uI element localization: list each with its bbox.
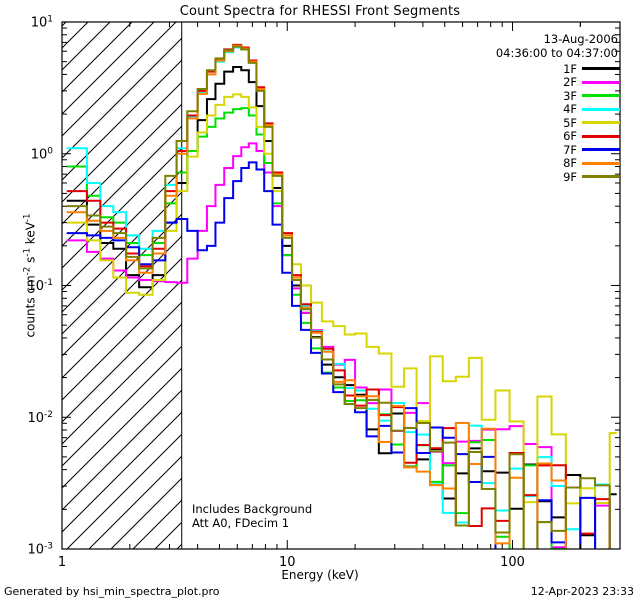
annotation-attenuator: Att A0, FDecim 1 [192,515,290,530]
legend-color-swatch [582,67,620,71]
x-axis-label: Energy (keV) [281,568,359,582]
x-tick-label: 100 [500,555,525,570]
observation-datetime: 13-Aug-2006 04:36:00 to 04:37:00 [496,32,618,60]
spectrum-line-9f [66,45,611,549]
legend-item-1f: 1F [563,62,620,76]
legend-color-swatch [582,148,620,152]
legend-item-5f: 5F [563,116,620,130]
legend-color-swatch [582,107,620,111]
y-axis-label: counts cm-2 s-1 keV-1 [23,166,38,386]
page-title: Count Spectra for RHESSI Front Segments [179,4,461,19]
y-tick-label: 10-2 [27,410,53,426]
legend-color-swatch [582,121,620,125]
y-tick-label: 101 [31,15,53,31]
observation-time-range: 04:36:00 to 04:37:00 [495,46,618,60]
observation-date: 13-Aug-2006 [543,32,618,46]
plot-annotations: Includes Background Att A0, FDecim 1 [192,502,313,530]
legend-item-2f: 2F [563,75,620,90]
series-group [66,43,617,549]
legend-color-swatch [582,80,620,84]
legend-item-8f: 8F [563,156,620,171]
legend-color-swatch [582,134,620,138]
y-axis-exp-2: -1 [22,248,33,257]
legend-item-label: 8F [563,156,577,171]
y-axis-label-mid2: keV [23,222,38,249]
y-tick-label: 10-3 [27,542,53,558]
legend-item-label: 6F [563,129,577,144]
legend-item-6f: 6F [563,129,620,144]
y-tick-label: 10-1 [27,278,53,294]
y-tick-label: 100 [31,146,54,162]
annotation-background: Includes Background [192,502,313,516]
legend-item-label: 7F [563,142,577,157]
footer-timestamp: 12-Apr-2023 23:33 [530,585,634,598]
legend: 1F 2F 3F 4F 5F 6F 7F 8F 9F [563,62,620,184]
footer-generator: Generated by hsi_min_spectra_plot.pro [4,585,220,598]
legend-color-swatch [582,161,620,165]
legend-color-swatch [582,175,620,179]
x-tick-label: 10 [279,555,296,570]
legend-item-label: 2F [563,75,577,90]
spectrum-line-7f [66,161,597,549]
legend-item-label: 5F [563,115,577,130]
legend-color-swatch [582,94,620,98]
excluded-energy-hatch-region [62,22,182,549]
legend-item-7f: 7F [563,143,620,157]
y-axis-label-text: counts cm [23,275,38,338]
y-axis-exp-3: -1 [22,213,33,223]
y-axis-exp-1: -2 [22,266,33,276]
legend-item-label: 4F [563,102,577,117]
spectrum-line-5f [66,93,617,505]
x-tick-label: 1 [58,555,66,570]
legend-item-label: 9F [563,169,577,184]
legend-item-9f: 9F [563,170,620,184]
legend-item-3f: 3F [563,89,620,103]
axis-ticks [61,21,621,550]
legend-item-label: 3F [563,88,577,103]
legend-item-4f: 4F [563,102,620,117]
y-axis-label-mid: s [23,256,38,267]
legend-item-label: 1F [563,61,577,76]
